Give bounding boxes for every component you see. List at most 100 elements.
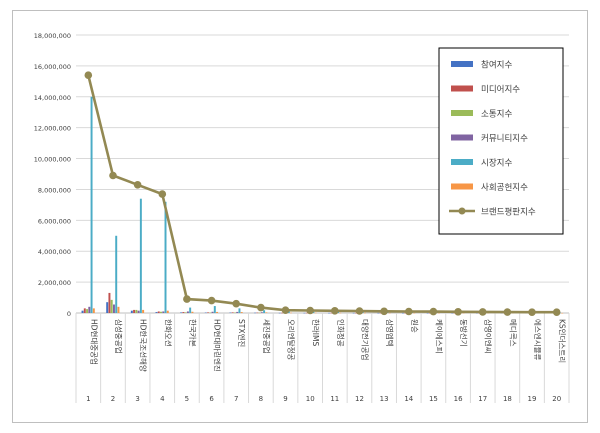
bar — [236, 311, 239, 313]
bar — [290, 312, 292, 314]
bar — [191, 311, 194, 313]
line-point — [528, 308, 536, 317]
y-tick-label: 2,000,000 — [38, 279, 71, 287]
category-label: 삼영엠텍 — [385, 319, 395, 347]
category-number: 1 — [86, 395, 90, 403]
bar — [86, 309, 89, 313]
category-number: 13 — [380, 395, 389, 403]
bar — [278, 312, 281, 314]
line-series — [87, 74, 557, 314]
bar — [231, 312, 234, 313]
bar — [81, 310, 84, 313]
line-point — [454, 308, 462, 316]
bar — [157, 311, 160, 313]
y-tick-label: 8,000,000 — [38, 186, 71, 194]
bar — [260, 312, 263, 313]
bar — [258, 312, 261, 314]
bar — [451, 312, 454, 314]
legend-label: 미디어지수 — [481, 84, 520, 95]
bar — [314, 312, 317, 314]
legend-swatch — [451, 183, 473, 190]
line-point — [503, 308, 512, 316]
bar — [180, 312, 183, 313]
line-point — [207, 296, 216, 305]
bar — [211, 311, 214, 313]
legend-label: 사회공헌지수 — [481, 183, 528, 193]
legend-label: 시장지수 — [481, 158, 512, 169]
bar — [130, 310, 133, 313]
legend-label: 참여지수 — [481, 60, 512, 71]
bar — [133, 309, 136, 313]
bar — [162, 311, 165, 313]
bar — [287, 311, 290, 313]
bar — [352, 312, 355, 314]
legend-label: 커뮤니티지수 — [481, 133, 528, 144]
bar — [229, 312, 232, 314]
legend-swatch — [451, 61, 473, 67]
category-label: 메디콕스 — [508, 319, 517, 347]
category-number: 11 — [330, 395, 339, 403]
line-point — [183, 295, 191, 303]
category-label: STX엔진 — [237, 319, 247, 347]
category-number: 8 — [259, 395, 263, 403]
bar — [106, 302, 109, 313]
bar — [108, 292, 111, 313]
category-label: HD한국조선해양 — [139, 319, 149, 372]
bar — [137, 310, 140, 313]
line-point — [232, 299, 240, 308]
category-label: 한국카본 — [188, 319, 197, 347]
bar — [155, 312, 158, 313]
line-point — [84, 71, 93, 79]
y-tick-label: 12,000,000 — [34, 125, 71, 133]
category-number: 7 — [234, 395, 238, 403]
y-tick-label: 6,000,000 — [38, 217, 71, 225]
line-point — [281, 306, 290, 315]
bar — [263, 310, 266, 313]
category-number: 18 — [503, 395, 512, 403]
bar — [184, 312, 187, 313]
bar — [379, 312, 382, 314]
bar — [117, 306, 120, 313]
line-point — [429, 307, 438, 316]
bar — [216, 311, 219, 313]
line-point — [355, 307, 364, 315]
x-axis-labels: HD현대중공업 1 삼성중공업 2 HD한국조선해양 3 한화오션 4 한국카본 5 HD현대마린엔… — [86, 319, 568, 403]
bar — [354, 312, 357, 314]
bar — [426, 312, 429, 314]
bar — [135, 309, 138, 313]
bar — [254, 312, 257, 314]
category-number: 3 — [135, 395, 139, 403]
bar — [240, 312, 243, 313]
bar — [413, 312, 416, 314]
bar — [561, 312, 564, 314]
bar — [428, 312, 431, 314]
legend-box — [438, 47, 564, 235]
legend-line-marker — [458, 207, 466, 215]
bar — [303, 312, 306, 314]
y-tick-label: 16,000,000 — [34, 63, 71, 71]
y-tick-label: 14,000,000 — [34, 94, 71, 102]
y-tick-label: 10,000,000 — [34, 156, 71, 164]
bar — [402, 312, 404, 314]
bar — [437, 312, 440, 314]
bar — [339, 312, 342, 314]
category-label: 삼영이엔씨 — [484, 319, 494, 354]
category-number: 6 — [209, 395, 214, 403]
category-label: HD현대마린엔진 — [213, 319, 223, 372]
line-layer — [84, 71, 561, 317]
category-number: 17 — [478, 395, 487, 403]
bar — [166, 310, 169, 313]
bar — [238, 308, 241, 313]
bar — [377, 312, 380, 314]
bar-layer — [81, 96, 564, 314]
bar — [207, 312, 210, 313]
category-number: 4 — [160, 395, 165, 403]
line-point — [109, 171, 117, 180]
chart-frame: 0 2,000,000 4,000,000 6,000,000 8,000,000 10,… — [12, 10, 588, 423]
category-label: HD현대중공업 — [89, 319, 98, 365]
line-point — [405, 307, 413, 316]
bar — [186, 311, 189, 313]
bar — [182, 312, 185, 313]
bar — [160, 311, 162, 313]
